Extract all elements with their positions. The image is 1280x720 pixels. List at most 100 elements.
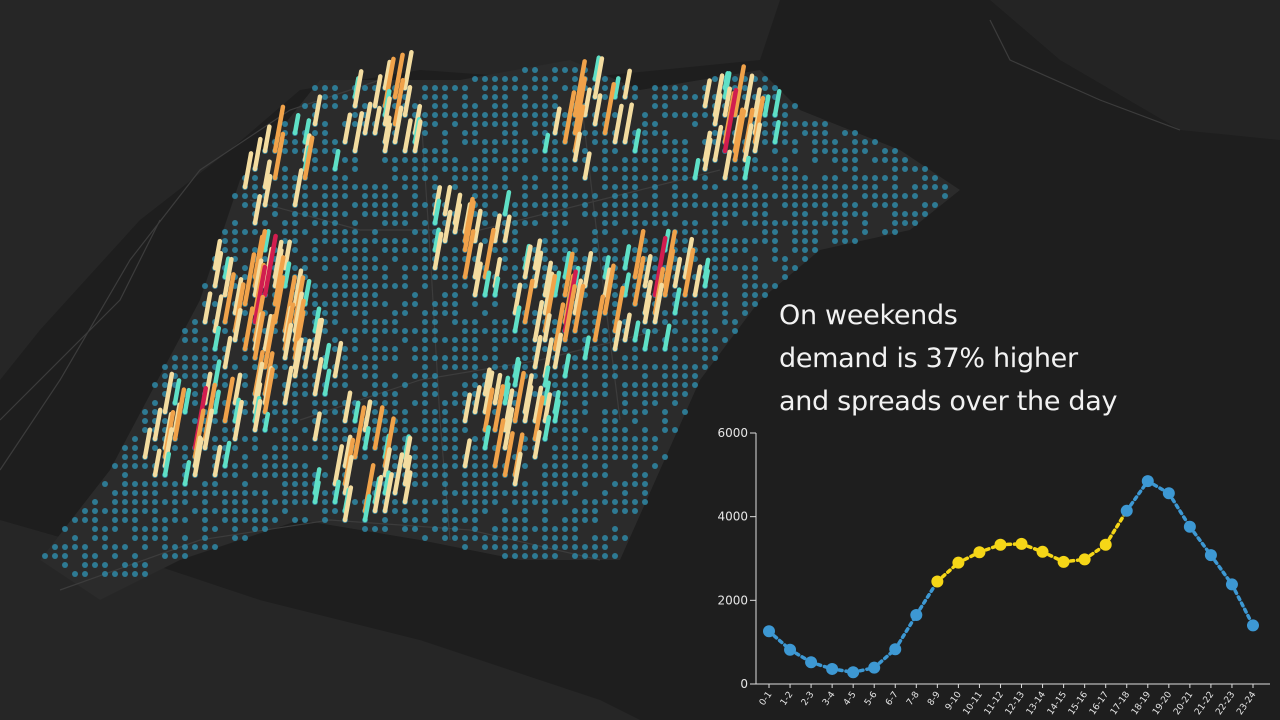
demand-bar [222, 272, 236, 325]
hexagon-cell [862, 184, 868, 190]
demand-bar [272, 131, 286, 181]
hexagon-cell [372, 184, 378, 190]
hexagon-cell [422, 472, 428, 478]
series-line-segment [1124, 479, 1150, 513]
hexagon-cell [392, 373, 398, 379]
hexagon-cell [512, 139, 518, 145]
hexagon-cell [812, 130, 818, 136]
hexagon-cell [142, 409, 148, 415]
hexagon-cell [402, 175, 408, 181]
hexagon-cell [392, 391, 398, 397]
hexagon-cell [632, 436, 638, 442]
hexagon-cell [652, 436, 658, 442]
hexagon-cell [242, 265, 248, 271]
hexagon-cell [412, 427, 418, 433]
demand-bar [332, 444, 345, 487]
hexagon-cell [552, 211, 558, 217]
hexagon-cell [682, 229, 688, 235]
hexagon-cell [722, 202, 728, 208]
hexagon-cell [902, 193, 908, 199]
hexagon-cell [492, 481, 498, 487]
hexagon-cell [472, 382, 478, 388]
hexagon-cell [812, 184, 818, 190]
hexagon-cell [492, 499, 498, 505]
hexagon-cell [482, 481, 488, 487]
hexagon-cell [372, 202, 378, 208]
hexagon-cell [512, 157, 518, 163]
hexagon-cell [502, 508, 508, 514]
hexagon-cell [502, 256, 508, 262]
hexagon-cell [742, 310, 748, 316]
hexagon-cell [622, 211, 628, 217]
demand-bar [222, 256, 234, 298]
hexagon-cell [312, 400, 318, 406]
demand-bar [562, 251, 575, 298]
hexagon-cell [602, 553, 608, 559]
hexagon-cell [582, 409, 588, 415]
hexagon-cell [642, 220, 648, 226]
hexagon-cell [482, 328, 488, 334]
hexagon-cell [242, 490, 248, 496]
hexagon-cell [722, 265, 728, 271]
hexagon-cell [202, 490, 208, 496]
hexagon-cell [712, 184, 718, 190]
hexagon-cell [762, 121, 768, 127]
demand-bar [592, 56, 605, 100]
hexagon-cell [532, 202, 538, 208]
hexagon-cell [792, 265, 798, 271]
hexagon-cell [182, 337, 188, 343]
hexagon-cell [792, 211, 798, 217]
hexagon-cell [612, 508, 618, 514]
x-tick-label: 5-6 [863, 690, 880, 708]
hexagon-cell [272, 499, 278, 505]
hexagon-cell [742, 265, 748, 271]
hexagon-cell [542, 202, 548, 208]
hexagon-cell [92, 517, 98, 523]
hexagon-cell [902, 220, 908, 226]
demand-bar [372, 74, 383, 109]
hexagon-cell [132, 481, 138, 487]
hexagon-cell [582, 391, 588, 397]
hexagon-cell [602, 76, 608, 82]
hexagon-cell [612, 247, 618, 253]
data-point [1057, 555, 1070, 568]
hexagon-cell [492, 319, 498, 325]
hexagon-cell [222, 373, 228, 379]
hexagon-cell [682, 112, 688, 118]
hexagon-cell [262, 517, 268, 523]
hexagon-cell [552, 193, 558, 199]
hexagon-cell [722, 292, 728, 298]
demand-bar [702, 268, 710, 289]
hexagon-cell [262, 490, 268, 496]
hexagon-cell [242, 229, 248, 235]
hexagon-cell [492, 76, 498, 82]
hexagon-cell [762, 130, 768, 136]
demand-bar [382, 472, 394, 514]
hexagon-cell [222, 382, 228, 388]
hexagon-cell [522, 184, 528, 190]
hexagon-cell [682, 193, 688, 199]
hexagon-cell [422, 274, 428, 280]
hexagon-cell [142, 418, 148, 424]
hexagon-cell [242, 508, 248, 514]
hexagon-cell [122, 508, 128, 514]
hexagon-cell [772, 166, 778, 172]
hexagon-cell [412, 346, 418, 352]
hexagon-cell [632, 94, 638, 100]
data-point [868, 661, 881, 674]
hexagon-cell [402, 274, 408, 280]
hexagon-cell [122, 562, 128, 568]
hexagon-cell [322, 472, 328, 478]
hexagon-cell [342, 265, 348, 271]
demand-bar [212, 359, 222, 388]
hexagon-cell [322, 328, 328, 334]
hexagon-cell [522, 148, 528, 154]
hexagon-cell [362, 301, 368, 307]
hexagon-cell [582, 148, 588, 154]
hexagon-cell [572, 472, 578, 478]
hexagon-cell [632, 157, 638, 163]
hexagon-cell [402, 157, 408, 163]
hexagon-cell [532, 490, 538, 496]
hexagon-cell [792, 238, 798, 244]
